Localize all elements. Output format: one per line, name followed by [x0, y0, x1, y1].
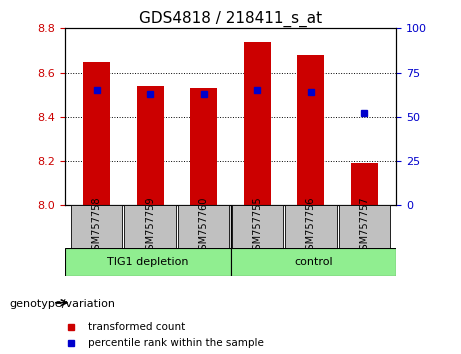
- FancyBboxPatch shape: [230, 248, 396, 276]
- Text: GSM757758: GSM757758: [92, 197, 102, 256]
- FancyBboxPatch shape: [285, 205, 337, 248]
- Text: GSM757755: GSM757755: [252, 197, 262, 256]
- FancyBboxPatch shape: [65, 248, 230, 276]
- Bar: [83, 62, 110, 205]
- FancyBboxPatch shape: [178, 205, 230, 248]
- Text: GSM757757: GSM757757: [359, 197, 369, 256]
- Bar: [137, 86, 164, 205]
- Bar: [190, 88, 217, 205]
- Text: GSM757760: GSM757760: [199, 197, 209, 256]
- FancyBboxPatch shape: [231, 205, 283, 248]
- FancyBboxPatch shape: [124, 205, 176, 248]
- FancyBboxPatch shape: [339, 205, 390, 248]
- Text: GSM757759: GSM757759: [145, 197, 155, 256]
- Text: genotype/variation: genotype/variation: [9, 299, 115, 309]
- Bar: [244, 42, 271, 205]
- Text: TIG1 depletion: TIG1 depletion: [107, 257, 188, 267]
- Bar: [297, 55, 324, 205]
- Text: GSM757756: GSM757756: [306, 197, 316, 256]
- Text: percentile rank within the sample: percentile rank within the sample: [88, 338, 264, 348]
- Title: GDS4818 / 218411_s_at: GDS4818 / 218411_s_at: [139, 11, 322, 27]
- Bar: [351, 163, 378, 205]
- Text: control: control: [294, 257, 333, 267]
- FancyBboxPatch shape: [71, 205, 122, 248]
- Text: transformed count: transformed count: [88, 322, 185, 332]
